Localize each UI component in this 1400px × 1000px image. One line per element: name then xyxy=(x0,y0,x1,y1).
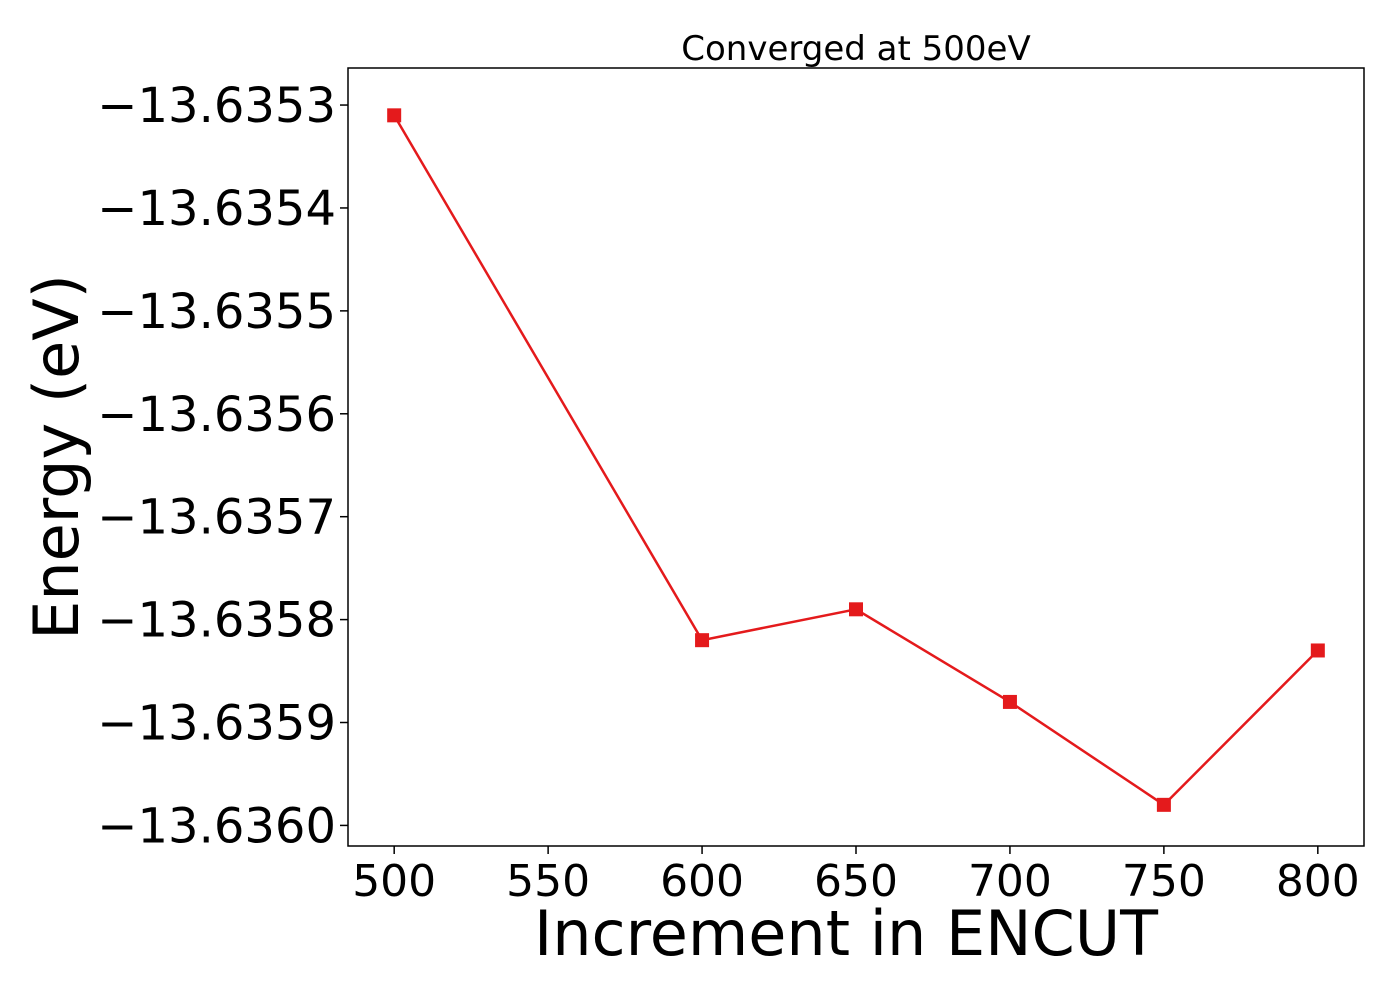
x-tick-label: 500 xyxy=(352,856,436,907)
y-tick-label: −13.6355 xyxy=(97,284,336,340)
y-tick-label: −13.6357 xyxy=(97,490,336,546)
data-point xyxy=(387,108,402,123)
y-tick-label: −13.6358 xyxy=(97,593,336,649)
y-tick-label: −13.6353 xyxy=(97,78,336,134)
series-line xyxy=(393,114,1319,807)
x-tick-label: 550 xyxy=(506,856,590,907)
data-point xyxy=(1002,694,1017,709)
x-tick-label: 700 xyxy=(968,856,1052,907)
x-tick-label: 750 xyxy=(1122,856,1206,907)
data-point xyxy=(849,602,863,617)
data-point xyxy=(695,633,710,648)
plot-frame xyxy=(347,67,1365,847)
x-axis: 500 550 600 650 700 750 800 xyxy=(352,846,1360,907)
y-axis: −13.6353 −13.6354 −13.6355 −13.6356 −13.6357… xyxy=(97,78,348,854)
y-tick-label: −13.6356 xyxy=(97,387,336,443)
y-tick-label: −13.6360 xyxy=(97,798,336,854)
data-point xyxy=(1310,643,1325,658)
y-axis-label: Energy (eV) xyxy=(20,274,93,640)
x-axis-label: Increment in ENCUT xyxy=(534,897,1159,970)
chart-title: Converged at 500eV xyxy=(681,29,1030,69)
plot-area xyxy=(387,108,1325,812)
x-tick-label: 650 xyxy=(814,856,898,907)
y-tick-label: −13.6359 xyxy=(97,696,336,752)
y-tick-label: −13.6354 xyxy=(97,181,336,237)
x-tick-label: 800 xyxy=(1276,856,1360,907)
data-point xyxy=(1156,797,1171,812)
x-tick-label: 600 xyxy=(660,856,744,907)
